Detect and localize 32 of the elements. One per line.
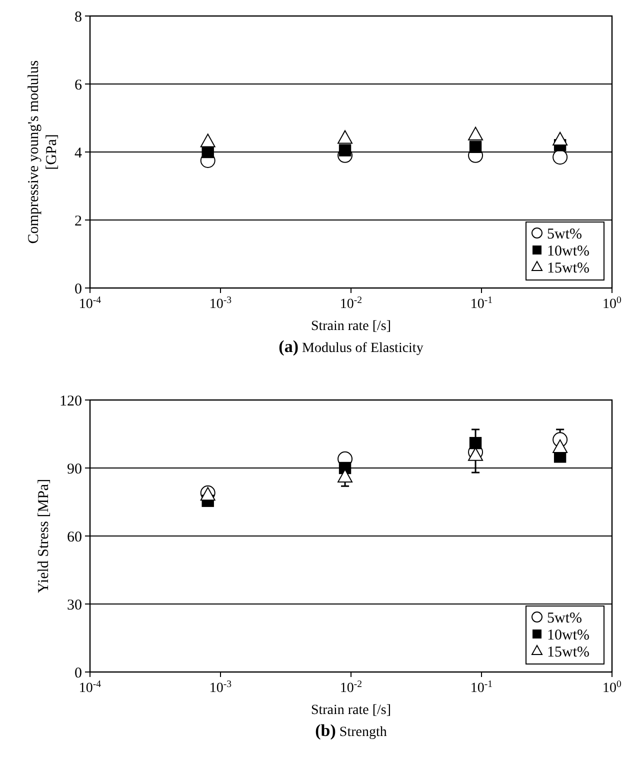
y-tick-label: 120 [60,393,82,410]
y-axis-title: Compressive young's modulus [GPa] [26,60,60,244]
y-tick-label: 60 [67,529,82,546]
legend-label: 5wt% [547,226,582,242]
x-axis-title: Strain rate [/s] [310,319,392,334]
x-tick-label: 10$^{-3}$ [209,294,232,312]
y-axis-title: Yield Stress [MPa] [36,478,52,594]
x-tick-label: 10$^{-1}$ [470,678,493,696]
x-axis-title: Strain rate [/s] [310,703,392,718]
legend-label: 15wt% [547,260,590,276]
text: (b) Strength [315,721,387,740]
text: (a) Modulus of Elasticity [278,337,424,356]
y-tick-label: 6 [74,77,82,94]
y-tick-label: 0 [74,281,82,298]
x-tick-label: 10$^{-3}$ [209,678,232,696]
x-tick-label: 10$^{-4}$ [78,294,102,312]
x-tick-label: 10$^{-2}$ [340,294,362,312]
y-tick-label: 4 [74,145,82,162]
x-tick-label: 10$^{-1}$ [470,294,493,312]
x-tick-label: 10$^{-2}$ [340,678,362,696]
x-tick-label: 10$^{0}$ [602,294,622,312]
x-tick-label: 10$^{0}$ [602,678,622,696]
legend-label: 5wt% [547,610,582,626]
legend-label: 15wt% [547,644,590,660]
y-tick-label: 90 [67,461,82,478]
y-tick-label: 0 [74,665,82,682]
x-tick-label: 10$^{-4}$ [78,678,102,696]
legend-label: 10wt% [547,627,590,644]
y-tick-label: 30 [67,597,82,614]
y-tick-label: 8 [74,9,82,26]
legend-label: 10wt% [547,243,590,260]
y-tick-label: 2 [74,213,82,230]
